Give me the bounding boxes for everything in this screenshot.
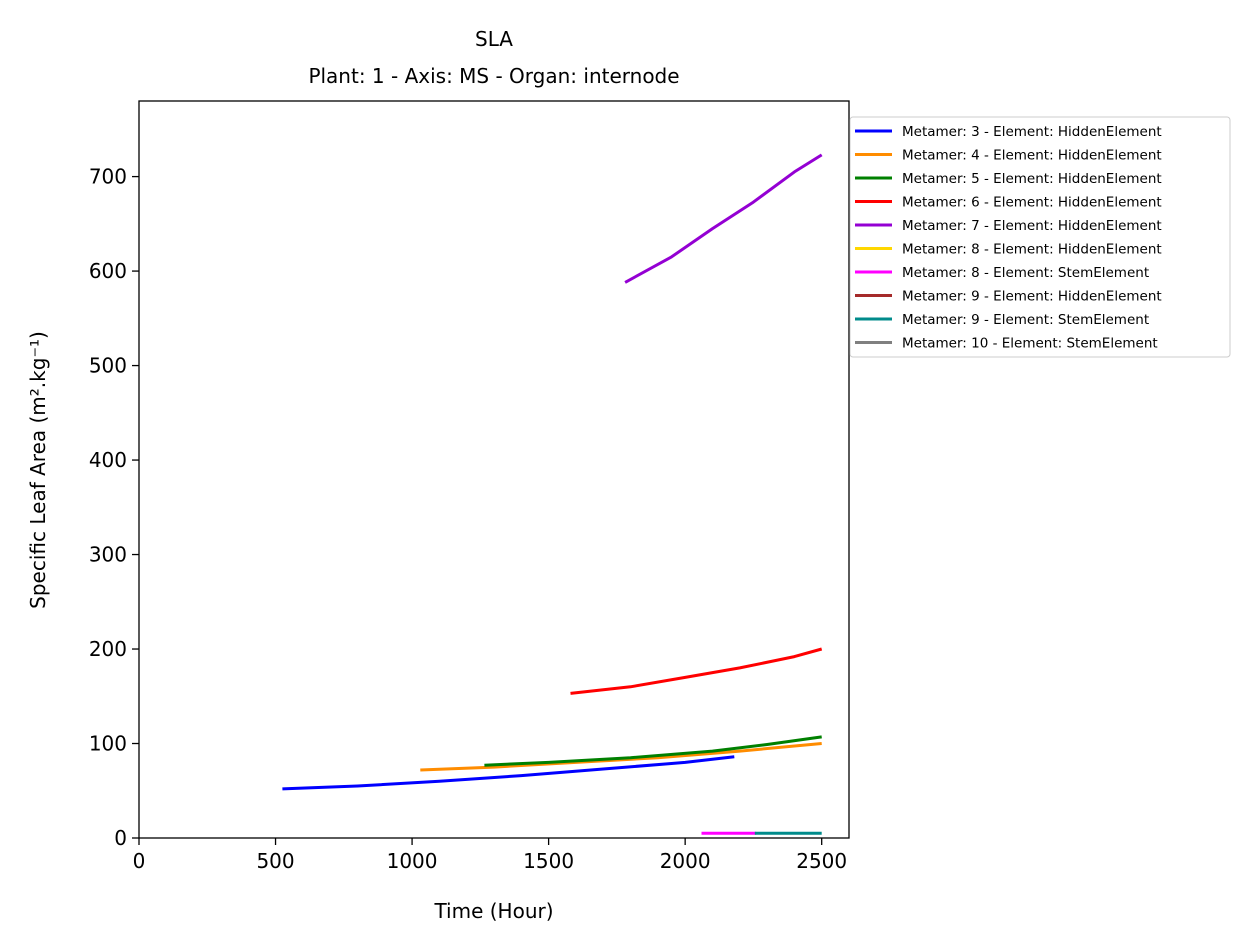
x-axis-ticks: 0 500 1000 1500 2000 2500: [133, 838, 847, 873]
y-tick-label: 400: [89, 448, 127, 472]
legend-entry: Metamer: 6 - Element: HiddenElement: [902, 195, 1162, 211]
legend-entry: Metamer: 9 - Element: StemElement: [902, 312, 1149, 328]
y-axis-ticks: 0 100 200 300 400 500 600 700: [89, 165, 139, 850]
x-axis-label: Time (Hour): [433, 899, 553, 923]
y-tick-label: 300: [89, 543, 127, 567]
plot-area: [282, 153, 823, 835]
series-line-3: [570, 647, 823, 695]
y-tick-label: 0: [114, 826, 127, 850]
x-tick-label: 1000: [387, 849, 438, 873]
chart-subtitle: Plant: 1 - Axis: MS - Organ: internode: [308, 64, 679, 88]
x-tick-label: 500: [256, 849, 294, 873]
legend-entry: Metamer: 3 - Element: HiddenElement: [902, 124, 1162, 140]
legend-entry: Metamer: 7 - Element: HiddenElement: [902, 218, 1162, 234]
series-line-4: [624, 153, 823, 284]
legend-box: [849, 116, 1231, 358]
legend-entry: Metamer: 4 - Element: HiddenElement: [902, 148, 1162, 164]
y-tick-label: 500: [89, 354, 127, 378]
legend-entry: Metamer: 9 - Element: HiddenElement: [902, 289, 1162, 305]
series-line-1: [420, 742, 822, 772]
y-tick-label: 700: [89, 165, 127, 189]
x-tick-label: 2500: [796, 849, 847, 873]
x-tick-label: 2000: [660, 849, 711, 873]
y-tick-label: 200: [89, 637, 127, 661]
legend-entry: Metamer: 8 - Element: StemElement: [902, 265, 1149, 281]
y-tick-label: 600: [89, 259, 127, 283]
legend-entry: Metamer: 10 - Element: StemElement: [902, 336, 1158, 352]
x-tick-label: 1500: [523, 849, 574, 873]
series-line-2: [484, 735, 822, 767]
legend-entry: Metamer: 5 - Element: HiddenElement: [902, 171, 1162, 187]
series-line-0: [282, 755, 735, 791]
legend-entry: Metamer: 8 - Element: HiddenElement: [902, 242, 1162, 258]
legend: Metamer: 3 - Element: HiddenElement Metam…: [849, 116, 1231, 358]
x-tick-label: 0: [133, 849, 146, 873]
y-axis-label: Specific Leaf Area (m².kg⁻¹): [26, 331, 50, 609]
y-tick-label: 100: [89, 732, 127, 756]
plot-frame: [138, 100, 850, 839]
chart-title: SLA: [475, 27, 513, 51]
